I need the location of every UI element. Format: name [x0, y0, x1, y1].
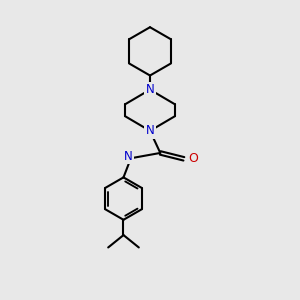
Text: N: N [146, 124, 154, 137]
Text: N: N [124, 150, 132, 163]
Text: N: N [146, 83, 154, 96]
Text: H: H [122, 152, 129, 162]
Text: O: O [188, 152, 198, 165]
